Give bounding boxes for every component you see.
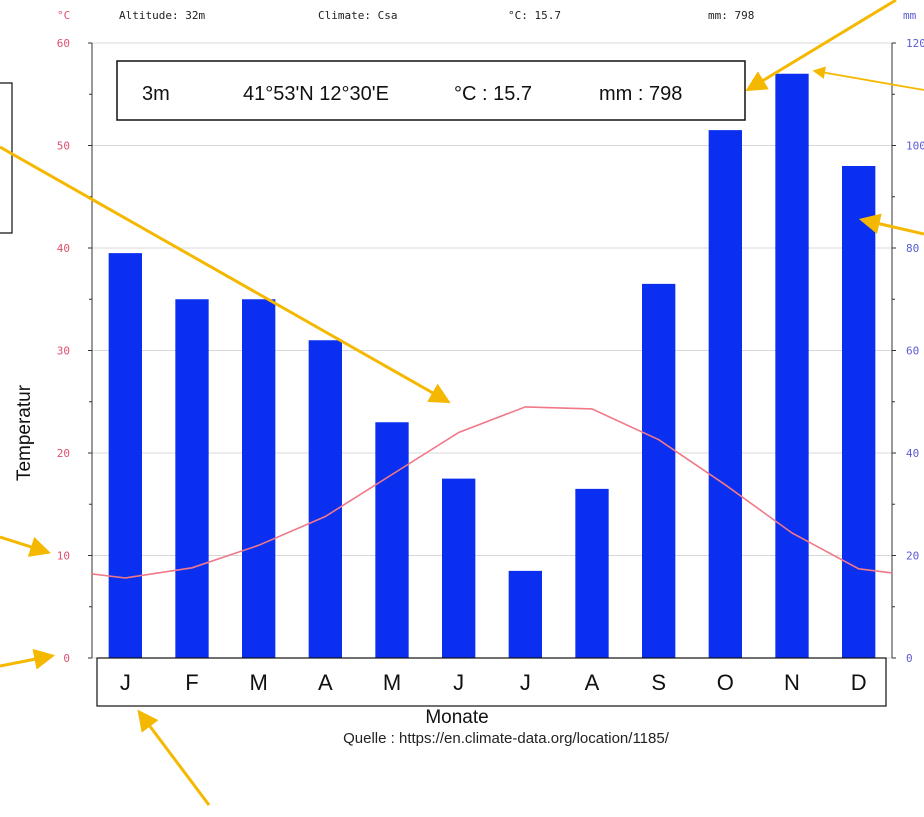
- header-climate: Climate: Csa: [318, 9, 397, 22]
- info-temperature: °C : 15.7: [454, 83, 532, 105]
- info-coordinates: 41°53'N 12°30'E: [243, 83, 389, 105]
- precipitation-bar-9: [642, 283, 676, 658]
- temperature-line: [91, 406, 893, 579]
- right-tick-label: 60: [906, 345, 919, 358]
- left-tick-label: 50: [57, 140, 70, 153]
- month-label-6: J: [453, 670, 464, 695]
- header-precipitation: mm: 798: [708, 9, 754, 22]
- header-temperature: °C: 15.7: [508, 9, 561, 22]
- gridlines: [92, 42, 892, 659]
- right-tick-label: 120: [906, 37, 924, 50]
- month-label-3: M: [250, 670, 268, 695]
- right-tick-label: 40: [906, 447, 919, 460]
- left-unit-label: °C: [57, 9, 70, 22]
- month-label-1: J: [120, 670, 131, 695]
- right-tick-label: 0: [906, 652, 913, 665]
- month-label-box: [96, 657, 887, 707]
- left-tick-label: 30: [57, 345, 70, 358]
- left-tick-label: 60: [57, 37, 70, 50]
- right-unit-label: mm: [903, 9, 917, 22]
- right-tick-label: 80: [906, 242, 919, 255]
- precipitation-bar-11: [775, 73, 809, 658]
- precipitation-bar-4: [308, 340, 342, 658]
- info-altitude: 3m: [142, 83, 170, 105]
- month-label-8: A: [585, 670, 600, 695]
- month-label-7: J: [520, 670, 531, 695]
- temperature-line-group: [91, 406, 893, 579]
- month-label-12: D: [851, 670, 867, 695]
- precipitation-bar-5: [375, 422, 409, 658]
- cropped-box-edge: [0, 82, 13, 234]
- precipitation-bar-1: [108, 253, 142, 658]
- y-axis-title: Temperatur: [14, 384, 35, 481]
- arrow-to-temperature-line: [0, 145, 451, 404]
- info-box: [116, 60, 746, 121]
- source-text: Quelle : https://en.climate-data.org/loc…: [343, 730, 670, 747]
- month-label-11: N: [784, 670, 800, 695]
- arrow-to-tick-10: [0, 535, 52, 557]
- month-label-10: O: [717, 670, 734, 695]
- x-axis-title: Monate: [425, 707, 488, 728]
- precipitation-bar-3: [242, 299, 276, 658]
- arrow-to-month-box: [137, 709, 211, 806]
- precipitation-bar-6: [442, 478, 476, 658]
- precipitation-bars: [108, 73, 876, 658]
- left-tick-label: 20: [57, 447, 70, 460]
- month-label-4: A: [318, 670, 333, 695]
- month-label-5: M: [383, 670, 401, 695]
- arrow-to-december-bar: [858, 213, 924, 236]
- precipitation-bar-7: [508, 570, 542, 658]
- precipitation-bar-10: [708, 130, 742, 658]
- left-tick-label: 10: [57, 550, 70, 563]
- left-axis: 0 10 20 30 40 50 60: [57, 37, 93, 665]
- arrow-to-tick-0: [0, 648, 56, 670]
- right-tick-label: 100: [906, 140, 924, 153]
- precipitation-bar-12: [842, 166, 876, 658]
- left-tick-label: 0: [63, 652, 70, 665]
- left-tick-label: 40: [57, 242, 70, 255]
- info-precipitation: mm : 798: [599, 83, 682, 105]
- month-label-2: F: [185, 670, 198, 695]
- right-axis: 0 20 40 60 80 100 120: [891, 37, 924, 665]
- precipitation-bar-8: [575, 488, 609, 658]
- month-label-9: S: [651, 670, 666, 695]
- arrow-to-info-box: [745, 0, 897, 92]
- header-altitude: Altitude: 32m: [119, 9, 205, 22]
- right-tick-label: 20: [906, 550, 919, 563]
- precipitation-bar-2: [175, 299, 209, 658]
- arrow-to-november-bar: [812, 66, 924, 91]
